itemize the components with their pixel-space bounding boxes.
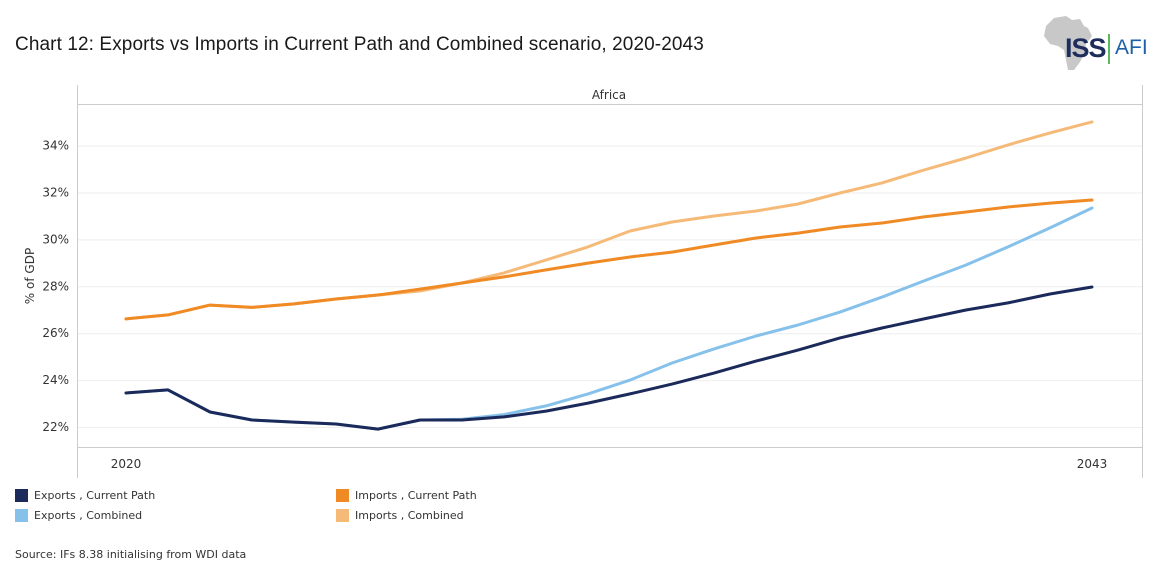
logo-iss-text: ISS [1065,33,1107,63]
series-line-imports-current-path [124,198,1094,321]
x-tick-label: 2043 [1077,457,1108,471]
legend-item-exports-combined[interactable]: Exports , Combined [15,509,142,522]
y-tick-label: 28% [42,279,69,293]
legend-item-imports-combined[interactable]: Imports , Combined [336,509,464,522]
logo-divider [1108,34,1110,64]
series-line-exports-current-path [124,285,1094,431]
y-tick-label: 30% [42,232,69,246]
y-axis-label: % of GDP [23,248,37,304]
series-line-imports-combined [124,120,1094,321]
legend-swatch [336,509,349,522]
x-tick-label: 2020 [111,457,142,471]
y-tick-label: 32% [42,186,69,200]
y-tick-label: 24% [42,373,69,387]
x-axis-ticks: 2020 2043 [111,457,1108,471]
chart-title: Chart 12: Exports vs Imports in Current … [15,34,704,55]
legend-item-exports-current-path[interactable]: Exports , Current Path [15,489,155,502]
y-tick-label: 34% [42,139,69,153]
legend-label: Imports , Combined [355,509,464,522]
legend-swatch [15,489,28,502]
legend-label: Exports , Current Path [34,489,156,502]
logo-afi-text: AFI [1115,36,1148,59]
series-line-exports-combined [124,206,1094,431]
y-axis-ticks: 22% 24% 26% 28% 30% 32% 34% [42,139,69,434]
source-note: Source: IFs 8.38 initialising from WDI d… [15,548,247,561]
legend-item-imports-current-path[interactable]: Imports , Current Path [336,489,477,502]
legend-swatch [336,489,349,502]
y-tick-label: 22% [42,420,69,434]
iss-afi-logo: ISS AFI [1040,14,1150,74]
legend-swatch [15,509,28,522]
panel-label: Africa [592,88,626,102]
y-tick-label: 26% [42,326,69,340]
series-lines [124,120,1094,431]
chart-frame [77,85,1143,478]
africa-map-icon [1044,16,1092,70]
legend-label: Exports , Combined [34,509,143,522]
legend-label: Imports , Current Path [355,489,477,502]
